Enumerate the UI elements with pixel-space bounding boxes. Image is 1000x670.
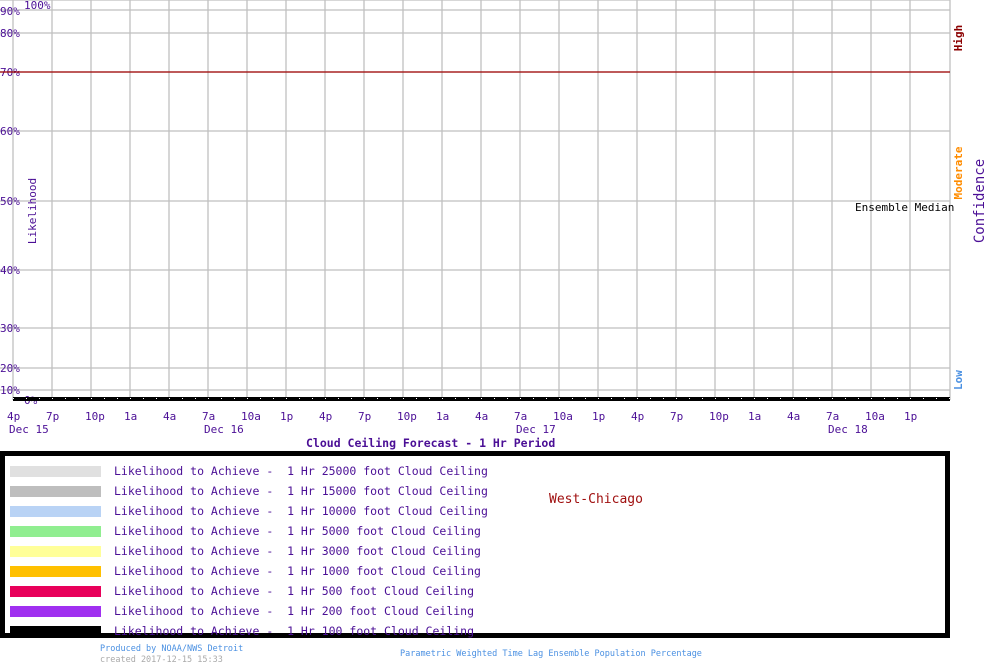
y-tick-label: 60% <box>0 125 20 138</box>
created-timestamp: created 2017-12-15 15:33 <box>100 655 223 665</box>
x-tick-label: 7a <box>202 410 215 423</box>
x-tick-label: 1a <box>436 410 449 423</box>
x-tick-label: 4a <box>475 410 488 423</box>
confidence-level-moderate: Moderate <box>952 146 965 199</box>
date-label: Dec 15 <box>9 423 49 436</box>
x-tick-label: 4p <box>7 410 20 423</box>
y-tick-label: 20% <box>0 362 20 375</box>
legend-item: Likelihood to Achieve - 1 Hr 100 foot Cl… <box>10 621 474 641</box>
x-tick-label: 10a <box>553 410 573 423</box>
x-tick-label: 10a <box>241 410 261 423</box>
x-tick-label: 7p <box>670 410 683 423</box>
legend-item: Likelihood to Achieve - 1 Hr 5000 foot C… <box>10 521 481 541</box>
legend-swatch <box>10 545 101 557</box>
y-tick-label: 50% <box>0 195 20 208</box>
x-tick-label: 10p <box>397 410 417 423</box>
legend-swatch <box>10 505 101 517</box>
x-tick-label: 4p <box>631 410 644 423</box>
x-tick-label: 1a <box>748 410 761 423</box>
x-tick-label: 1p <box>592 410 605 423</box>
method-note: Parametric Weighted Time Lag Ensemble Po… <box>400 649 702 659</box>
x-tick-label: 1p <box>280 410 293 423</box>
legend-label: Likelihood to Achieve - 1 Hr 500 foot Cl… <box>114 584 475 598</box>
legend: West-Chicago Likelihood to Achieve - 1 H… <box>0 451 950 638</box>
legend-label: Likelihood to Achieve - 1 Hr 200 foot Cl… <box>114 604 475 618</box>
x-tick-label: 10a <box>865 410 885 423</box>
legend-swatch <box>10 605 101 617</box>
y-axis-label: Likelihood <box>26 178 39 244</box>
legend-label: Likelihood to Achieve - 1 Hr 15000 foot … <box>114 484 488 498</box>
y-tick-label: 100% <box>24 0 51 12</box>
ensemble-median-annotation: Ensemble Median <box>855 201 954 214</box>
date-label: Dec 18 <box>828 423 868 436</box>
legend-label: Likelihood to Achieve - 1 Hr 3000 foot C… <box>114 544 481 558</box>
legend-label: Likelihood to Achieve - 1 Hr 1000 foot C… <box>114 564 481 578</box>
producer-credit: Produced by NOAA/NWS Detroit <box>100 644 244 654</box>
y-tick-label: 10% <box>0 384 20 397</box>
legend-swatch <box>10 525 101 537</box>
legend-swatch <box>10 625 101 637</box>
legend-item: Likelihood to Achieve - 1 Hr 3000 foot C… <box>10 541 481 561</box>
x-tick-label: 4a <box>163 410 176 423</box>
y-tick-label: 90% <box>0 5 20 18</box>
x-tick-label: 10p <box>85 410 105 423</box>
confidence-level-high: High <box>952 25 965 52</box>
x-tick-label: 4a <box>787 410 800 423</box>
confidence-level-low: Low <box>952 370 965 390</box>
x-tick-label: 7a <box>826 410 839 423</box>
legend-item: Likelihood to Achieve - 1 Hr 200 foot Cl… <box>10 601 474 621</box>
y-tick-label: 30% <box>0 322 20 335</box>
legend-swatch <box>10 585 101 597</box>
legend-item: Likelihood to Achieve - 1 Hr 500 foot Cl… <box>10 581 474 601</box>
y-tick-label: 40% <box>0 264 20 277</box>
date-label: Dec 17 <box>516 423 556 436</box>
x-tick-label: 7a <box>514 410 527 423</box>
x-tick-label: 1p <box>904 410 917 423</box>
x-tick-label: 10p <box>709 410 729 423</box>
chart-plot: 0%10%20%30%40%50%60%70%80%90%100%4p7p10p… <box>0 0 988 450</box>
x-tick-label: 4p <box>319 410 332 423</box>
y-tick-label: 80% <box>0 27 20 40</box>
legend-swatch <box>10 485 101 497</box>
legend-item: Likelihood to Achieve - 1 Hr 25000 foot … <box>10 461 488 481</box>
legend-label: Likelihood to Achieve - 1 Hr 5000 foot C… <box>114 524 481 538</box>
x-tick-label: 1a <box>124 410 137 423</box>
x-tick-label: 7p <box>358 410 371 423</box>
legend-label: Likelihood to Achieve - 1 Hr 100 foot Cl… <box>114 624 475 638</box>
legend-label: Likelihood to Achieve - 1 Hr 10000 foot … <box>114 504 488 518</box>
legend-item: Likelihood to Achieve - 1 Hr 15000 foot … <box>10 481 488 501</box>
x-tick-label: 7p <box>46 410 59 423</box>
confidence-axis-label: Confidence <box>972 159 988 243</box>
legend-item: Likelihood to Achieve - 1 Hr 10000 foot … <box>10 501 488 521</box>
legend-item: Likelihood to Achieve - 1 Hr 1000 foot C… <box>10 561 481 581</box>
legend-swatch <box>10 465 101 477</box>
station-name: West-Chicago <box>549 492 643 507</box>
legend-swatch <box>10 565 101 577</box>
date-label: Dec 16 <box>204 423 244 436</box>
chart-title: Cloud Ceiling Forecast - 1 Hr Period <box>306 436 555 450</box>
legend-label: Likelihood to Achieve - 1 Hr 25000 foot … <box>114 464 488 478</box>
